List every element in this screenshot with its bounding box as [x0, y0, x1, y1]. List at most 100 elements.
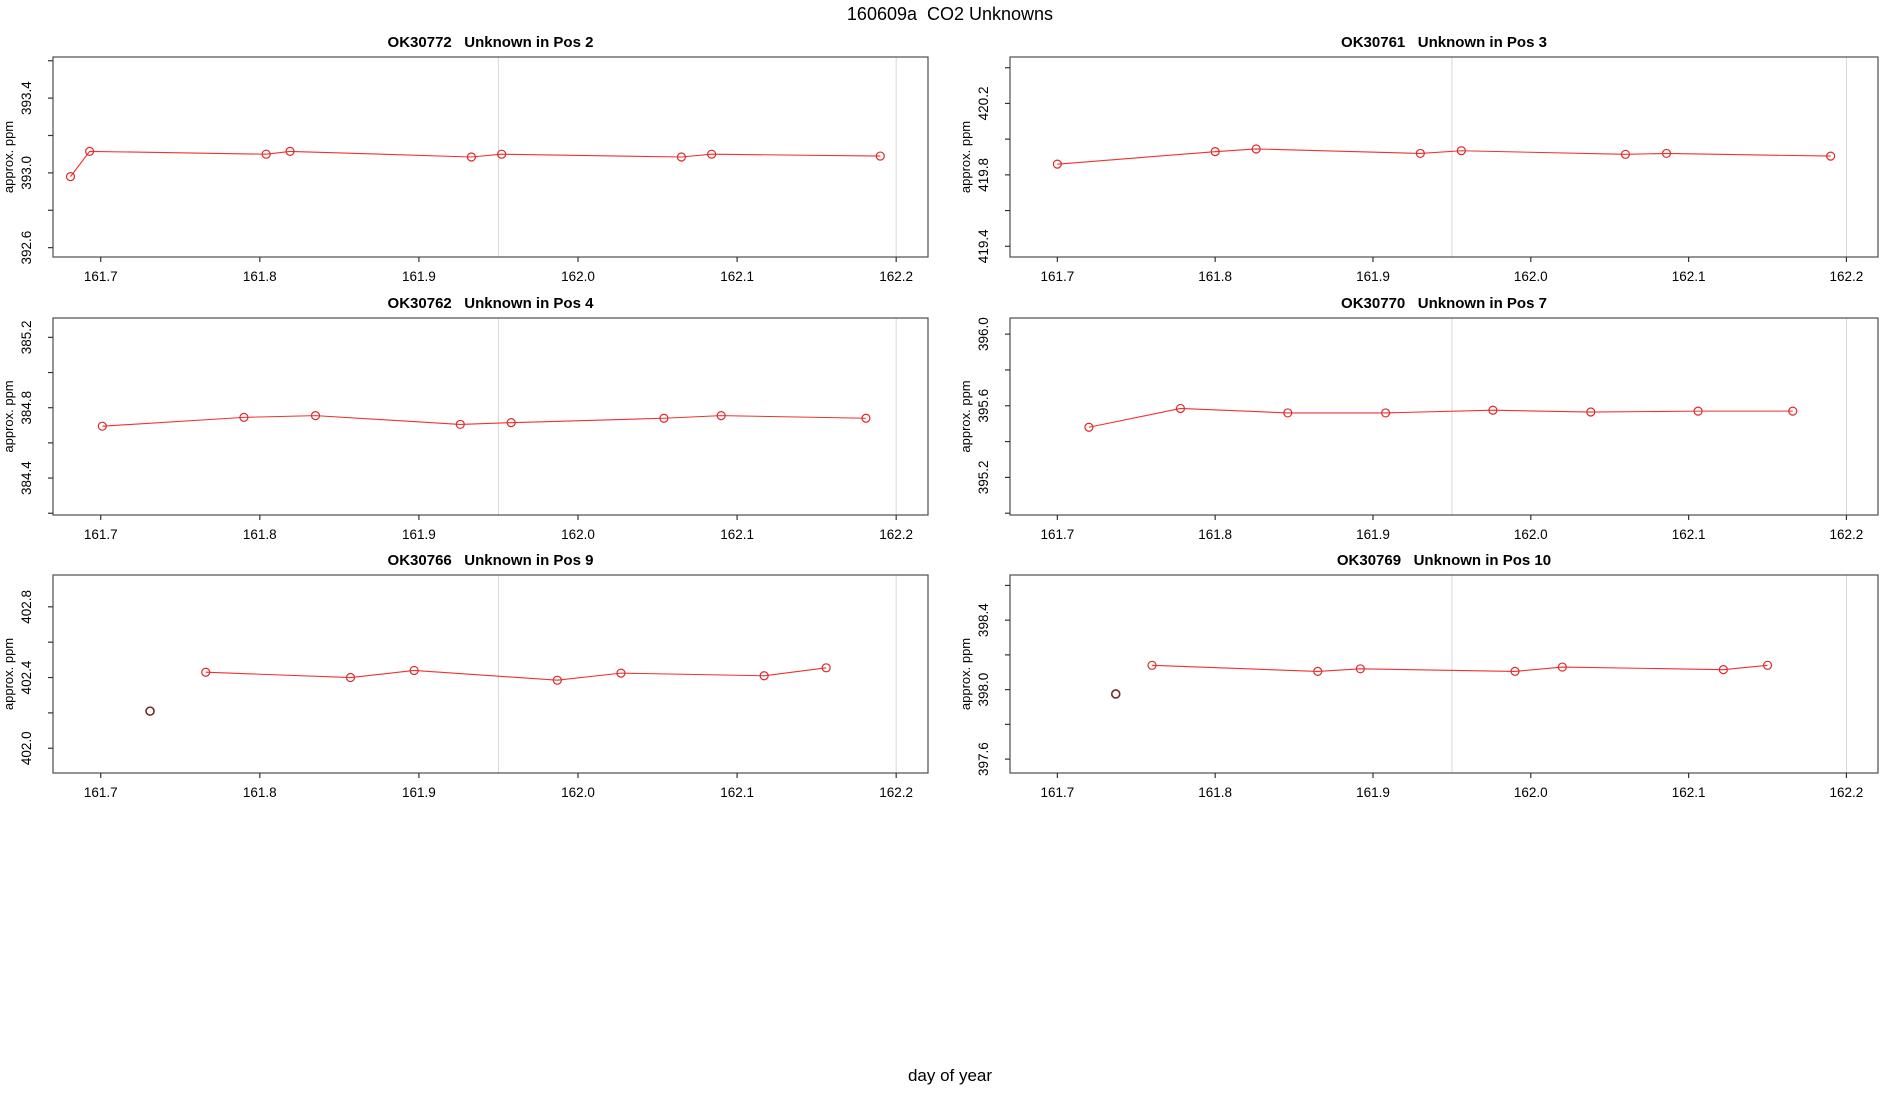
page-title: 160609a CO2 Unknowns [846, 4, 1054, 24]
x-tick-label: 162.0 [1514, 269, 1548, 284]
plot-title-ok30770: OK30770 Unknown in Pos 7 [1341, 295, 1547, 312]
y-axis-label: approx. ppm [3, 380, 16, 452]
x-tick-label: 162.2 [879, 527, 913, 542]
data-point [1620, 149, 1631, 159]
data-point [1557, 662, 1567, 672]
data-point [676, 152, 687, 162]
y-tick-label: 384.8 [19, 391, 34, 425]
data-point [707, 149, 717, 159]
series-line [1152, 664, 1768, 672]
y-axis-label: approx. ppm [3, 121, 16, 193]
data-point [1052, 159, 1062, 169]
plot-box-border [1009, 56, 1879, 258]
x-tick-label: 162.1 [1672, 785, 1706, 800]
data-point [1788, 406, 1798, 416]
y-axis-label: approx. ppm [960, 380, 973, 452]
plot-title-ok30762: OK30762 Unknown in Pos 4 [387, 295, 594, 312]
data-point [409, 665, 419, 676]
x-tick-label: 162.1 [1672, 527, 1706, 542]
y-tick-label: 396.0 [976, 317, 991, 351]
x-tick-label: 161.9 [402, 527, 436, 542]
y-tick-label: 419.8 [976, 158, 991, 192]
data-point [1510, 666, 1520, 676]
y-axis-label: approx. ppm [3, 638, 16, 710]
data-point [466, 152, 477, 162]
data-point [1762, 660, 1773, 670]
y-axis-label: approx. ppm [960, 121, 973, 193]
y-tick-label: 402.8 [19, 590, 34, 624]
y-tick-label: 402.0 [19, 731, 34, 765]
data-point [1251, 144, 1261, 154]
x-tick-label: 162.2 [1830, 527, 1864, 542]
x-tick-label: 161.7 [1040, 527, 1074, 542]
data-point [1381, 408, 1391, 418]
x-tick-label: 161.7 [84, 527, 118, 542]
data-point [497, 149, 507, 159]
x-tick-label: 162.0 [1514, 785, 1548, 800]
plot-box-border [1009, 317, 1879, 516]
x-tick-label: 162.1 [1672, 269, 1706, 284]
x-tick-label: 161.9 [1356, 785, 1390, 800]
x-tick-label: 161.9 [402, 785, 436, 800]
series-line [205, 667, 827, 681]
data-point [1661, 148, 1672, 159]
data-point [1084, 422, 1094, 432]
x-tick-label: 162.0 [561, 269, 595, 284]
x-tick-label: 161.8 [243, 785, 277, 800]
data-point [1456, 146, 1466, 156]
series-line [1088, 407, 1793, 428]
plot-ok30769-pos10: 161.7 161.8 161.9 162.0 162.1 162.2 397.6 398.0… [960, 574, 1879, 800]
x-tick-label: 162.2 [879, 785, 913, 800]
data-point [616, 668, 626, 678]
data-point [1210, 147, 1220, 157]
x-tick-label: 161.9 [1356, 527, 1390, 542]
plot-box-border [52, 574, 929, 774]
plot-title-ok30769: OK30769 Unknown in Pos 10 [1336, 552, 1552, 569]
data-point [1175, 403, 1186, 414]
y-tick-label: 392.6 [19, 231, 34, 265]
data-point [310, 411, 321, 421]
data-point [1826, 151, 1836, 161]
x-tick-label: 161.8 [1198, 785, 1232, 800]
plot-box-border [1009, 574, 1879, 774]
x-tick-label: 162.0 [561, 527, 595, 542]
x-tick-label: 161.9 [402, 269, 436, 284]
plot-ok30761-pos3: 161.7 161.8 161.9 162.0 162.1 162.2 419.4 419.8… [960, 56, 1879, 284]
x-tick-label: 162.1 [720, 785, 754, 800]
data-point [345, 672, 356, 683]
data-point [1355, 664, 1365, 674]
plot-box-border [52, 56, 929, 258]
outlier-point [145, 706, 155, 716]
plot-ok30770-pos7: 161.7 161.8 161.9 162.0 162.1 162.2 395.2 395.6… [960, 317, 1879, 542]
data-point [1415, 148, 1425, 159]
plot-ok30766-pos9: 161.7 161.8 161.9 162.0 162.1 162.2 402.0 402.4… [3, 574, 929, 800]
plot-title-ok30772: OK30772 Unknown in Pos 2 [387, 34, 594, 51]
data-point [506, 418, 516, 428]
y-tick-label: 385.2 [19, 320, 34, 354]
y-tick-label: 395.2 [976, 460, 991, 494]
data-point [455, 419, 465, 430]
data-point [1313, 666, 1323, 676]
x-tick-label: 161.7 [84, 269, 118, 284]
data-point [97, 421, 107, 431]
y-tick-label: 384.4 [19, 461, 34, 495]
x-tick-label: 161.7 [84, 785, 118, 800]
x-tick-label: 162.1 [720, 527, 754, 542]
y-tick-label: 395.6 [976, 389, 991, 423]
x-tick-label: 162.2 [1830, 269, 1864, 284]
series-line [102, 415, 866, 427]
x-tick-label: 162.0 [1514, 527, 1548, 542]
x-tick-label: 162.2 [879, 269, 913, 284]
data-point [875, 151, 885, 161]
data-point [1488, 405, 1498, 415]
x-tick-label: 161.8 [243, 269, 277, 284]
data-point [239, 412, 249, 422]
x-axis-label: day of year [907, 1066, 993, 1085]
x-tick-label: 162.0 [561, 785, 595, 800]
data-point [1718, 665, 1728, 675]
y-tick-label: 420.2 [976, 87, 991, 121]
x-tick-label: 161.8 [1198, 527, 1232, 542]
series-line [1057, 148, 1831, 165]
data-point [1586, 407, 1596, 417]
y-tick-label: 419.4 [976, 229, 991, 263]
